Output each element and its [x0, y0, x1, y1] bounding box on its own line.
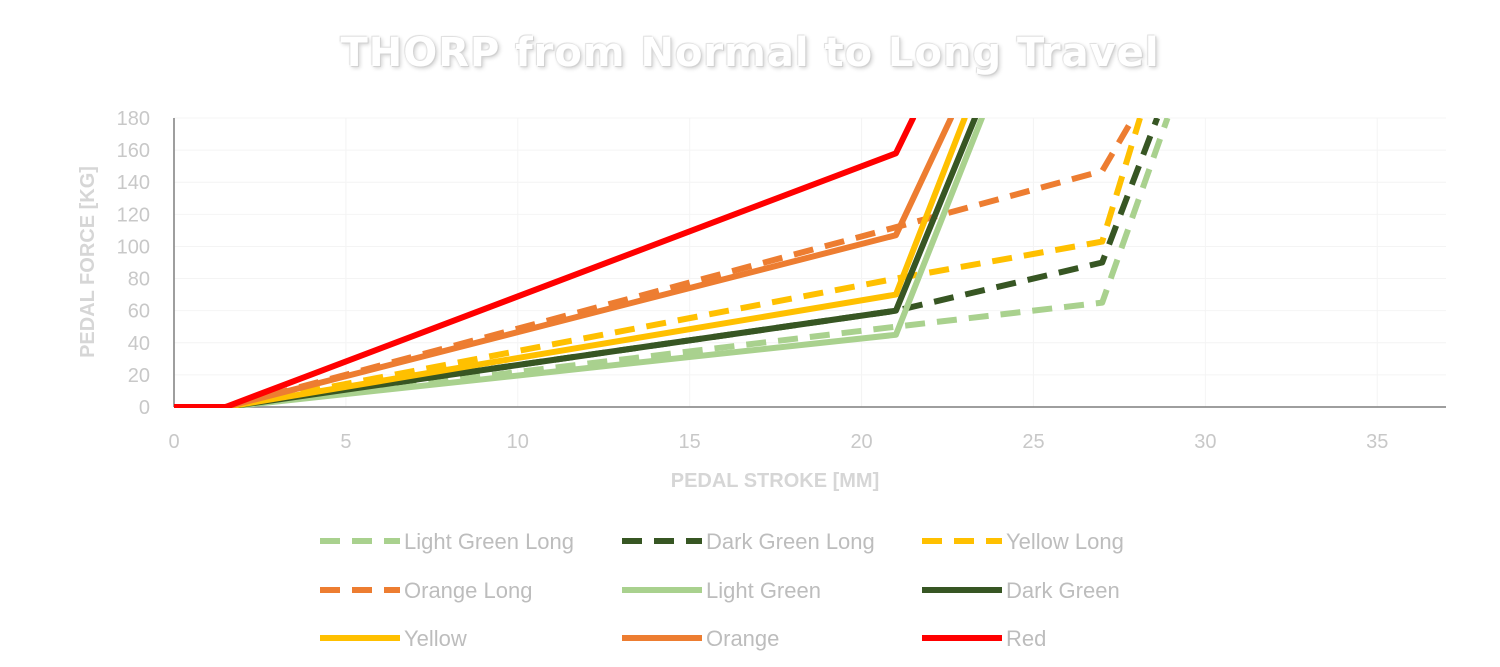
y-tick-label: 160	[117, 140, 150, 162]
y-tick-label: 100	[117, 236, 150, 258]
legend-item-dark-green: Dark Green	[922, 578, 1120, 603]
legend-item-yellow-long: Yellow Long	[922, 529, 1124, 554]
series-line-yellow-long	[174, 118, 1143, 408]
legend-item-dark-green-long: Dark Green Long	[622, 529, 875, 554]
series-line-light-green	[174, 118, 985, 408]
legend-label: Red	[1006, 626, 1046, 651]
y-tick-label: 60	[128, 301, 150, 323]
legend-label: Dark Green Long	[706, 529, 875, 554]
x-tick-label: 20	[850, 431, 872, 453]
legend-item-orange-long: Orange Long	[320, 578, 532, 603]
x-tick-label: 35	[1366, 431, 1388, 453]
tick-labels: 0 20 40 60 80 100 120 140 160 180 0 5 10 15 20 25 30 35	[117, 108, 1389, 453]
legend-label: Yellow	[404, 626, 467, 651]
y-tick-label: 120	[117, 204, 150, 226]
y-tick-label: 40	[128, 333, 150, 355]
axes	[173, 118, 1446, 408]
legend-label: Orange Long	[404, 578, 532, 603]
legend-item-light-green-long: Light Green Long	[320, 529, 574, 554]
legend-label: Light Green Long	[404, 529, 574, 554]
y-tick-label: 80	[128, 269, 150, 291]
y-axis-title: PEDAL FORCE [KG]	[77, 166, 99, 358]
x-tick-label: 30	[1194, 431, 1216, 453]
x-tick-label: 10	[507, 431, 529, 453]
legend-label: Yellow Long	[1006, 529, 1124, 554]
x-tick-label: 15	[679, 431, 701, 453]
legend-label: Light Green	[706, 578, 821, 603]
x-tick-label: 0	[168, 431, 179, 453]
legend-label: Orange	[706, 626, 779, 651]
legend-item-orange: Orange	[622, 626, 779, 651]
legend: Light Green Long Dark Green Long Yellow Lo…	[320, 529, 1124, 651]
x-axis-title: PEDAL STROKE [MM]	[671, 470, 880, 492]
gridlines	[174, 117, 1446, 407]
y-tick-label: 180	[117, 108, 150, 130]
legend-label: Dark Green	[1006, 578, 1120, 603]
x-tick-label: 5	[340, 431, 351, 453]
chart-title: THORP from Normal to Long Travel	[340, 30, 1160, 76]
series-line-light-green-long	[174, 118, 1171, 408]
y-tick-label: 0	[139, 397, 150, 419]
series-line-dark-green-long	[174, 118, 1161, 408]
series-line-red	[174, 118, 917, 408]
x-tick-label: 25	[1022, 431, 1044, 453]
y-tick-label: 20	[128, 365, 150, 387]
series-layer	[174, 118, 1171, 408]
legend-item-yellow: Yellow	[320, 626, 467, 651]
legend-item-red: Red	[922, 626, 1046, 651]
legend-item-light-green: Light Green	[622, 578, 821, 603]
y-tick-label: 140	[117, 172, 150, 194]
